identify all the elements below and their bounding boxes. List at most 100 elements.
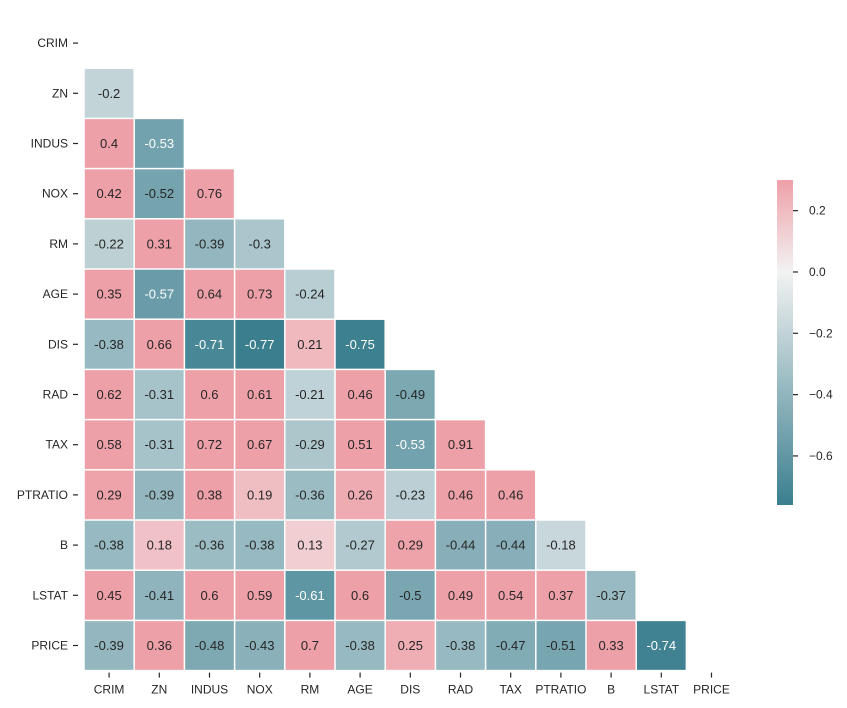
x-tick-label: DIS	[400, 683, 420, 697]
cell-value-label: 0.46	[498, 487, 523, 502]
heatmap-cell	[134, 570, 184, 620]
cell-value-label: 0.73	[247, 287, 272, 302]
cell-value-label: -0.74	[646, 638, 676, 653]
heatmap-cell	[335, 470, 385, 520]
heatmap-cell	[335, 319, 385, 369]
heatmap-cell	[84, 169, 134, 219]
y-tick-label: RM	[49, 237, 68, 251]
cell-value-label: 0.18	[147, 538, 172, 553]
x-tick-label: CRIM	[94, 683, 125, 697]
cell-value-label: 0.29	[398, 538, 423, 553]
heatmap-cell	[84, 119, 134, 168]
cell-value-label: 0.21	[297, 337, 322, 352]
cell-value-label: 0.61	[247, 387, 272, 402]
heatmap-cell	[285, 470, 335, 520]
heatmap-cell	[185, 570, 234, 620]
heatmap-cell	[185, 621, 234, 670]
heatmap-cell	[235, 621, 285, 670]
y-tick-label: NOX	[42, 187, 68, 201]
cell-value-label: -0.75	[345, 337, 375, 352]
heatmap-cell	[335, 370, 385, 419]
heatmap-cell	[84, 370, 134, 419]
heatmap-cell	[235, 420, 285, 470]
y-axis-tick-labels: CRIM ZN INDUS NOX RM AGE DIS RAD TAX PTRATIO B LSTA…	[17, 36, 78, 653]
heatmap-cell	[385, 470, 435, 520]
cell-value-label: 0.64	[197, 287, 222, 302]
heatmap-cells: -0.2 0.4 -0.53 0.42 -0.52 0.76 -0.22 0.31 -0.39 -…	[84, 68, 686, 670]
x-tick-label: INDUS	[191, 683, 228, 697]
heatmap-cell	[84, 319, 134, 369]
x-tick-label: RM	[301, 683, 320, 697]
x-tick-label: B	[607, 683, 615, 697]
cell-value-label: -0.21	[295, 387, 325, 402]
heatmap-cell	[185, 470, 234, 520]
heatmap-cell	[536, 520, 586, 570]
cell-value-label: 0.42	[96, 186, 121, 201]
heatmap-cell	[486, 621, 536, 670]
heatmap-cell	[586, 621, 636, 670]
colorbar-tick-label: −0.4	[809, 388, 833, 402]
heatmap-cell	[385, 570, 435, 620]
cell-value-label: -0.27	[345, 538, 375, 553]
heatmap-cell	[436, 520, 485, 570]
heatmap-cell	[235, 319, 285, 369]
cell-value-label: 0.59	[247, 588, 272, 603]
heatmap-cell	[385, 520, 435, 570]
cell-value-label: 0.4	[100, 136, 118, 151]
heatmap-cell	[486, 570, 536, 620]
y-tick-label: CRIM	[37, 36, 68, 50]
heatmap-cell	[134, 319, 184, 369]
y-tick-label: DIS	[48, 337, 68, 351]
heatmap-cell	[134, 169, 184, 219]
cell-value-label: 0.76	[197, 186, 222, 201]
heatmap-cell	[335, 420, 385, 470]
cell-value-label: -0.18	[546, 538, 576, 553]
y-tick-label: B	[60, 538, 68, 552]
heatmap-cell	[84, 570, 134, 620]
cell-value-label: 0.31	[147, 236, 172, 251]
y-tick-label: INDUS	[31, 137, 68, 151]
y-tick-label: AGE	[43, 287, 68, 301]
heatmap-cell	[285, 420, 335, 470]
heatmap-cell	[134, 520, 184, 570]
cell-value-label: 0.67	[247, 437, 272, 452]
colorbar: 0.2 0.0 −0.2 −0.4 −0.6	[777, 180, 833, 505]
cell-value-label: 0.29	[96, 487, 121, 502]
x-axis-tick-labels: CRIM ZN INDUS NOX RM AGE DIS RAD TAX PTRATIO B LSTA…	[94, 672, 730, 697]
colorbar-tick-label: 0.0	[809, 265, 826, 279]
y-tick-label: ZN	[52, 86, 68, 100]
cell-value-label: 0.62	[96, 387, 121, 402]
heatmap-cell	[285, 621, 335, 670]
heatmap-cell	[235, 219, 285, 269]
heatmap-cell	[586, 570, 636, 620]
cell-value-label: 0.13	[297, 538, 322, 553]
heatmap-cell	[185, 420, 234, 470]
heatmap-cell	[185, 269, 234, 319]
heatmap-cell	[486, 520, 536, 570]
cell-value-label: 0.66	[147, 337, 172, 352]
cell-value-label: -0.31	[144, 437, 174, 452]
heatmap-cell	[185, 219, 234, 269]
cell-value-label: 0.26	[347, 487, 372, 502]
cell-value-label: -0.57	[144, 287, 174, 302]
x-tick-label: TAX	[499, 683, 521, 697]
heatmap-cell	[134, 269, 184, 319]
cell-value-label: -0.61	[295, 588, 325, 603]
cell-value-label: 0.45	[96, 588, 121, 603]
heatmap-cell	[436, 470, 485, 520]
cell-value-label: 0.51	[347, 437, 372, 452]
cell-value-label: -0.2	[98, 86, 120, 101]
heatmap-cell	[84, 269, 134, 319]
heatmap-cell	[436, 570, 485, 620]
cell-value-label: -0.23	[395, 487, 425, 502]
cell-value-label: -0.38	[345, 638, 375, 653]
heatmap-cell	[285, 570, 335, 620]
cell-value-label: 0.46	[347, 387, 372, 402]
colorbar-tick-label: −0.6	[809, 449, 833, 463]
x-tick-label: NOX	[247, 683, 273, 697]
cell-value-label: 0.46	[448, 487, 473, 502]
heatmap-cell	[134, 370, 184, 419]
heatmap-cell	[335, 621, 385, 670]
y-tick-label: RAD	[43, 388, 69, 402]
cell-value-label: -0.39	[94, 638, 124, 653]
